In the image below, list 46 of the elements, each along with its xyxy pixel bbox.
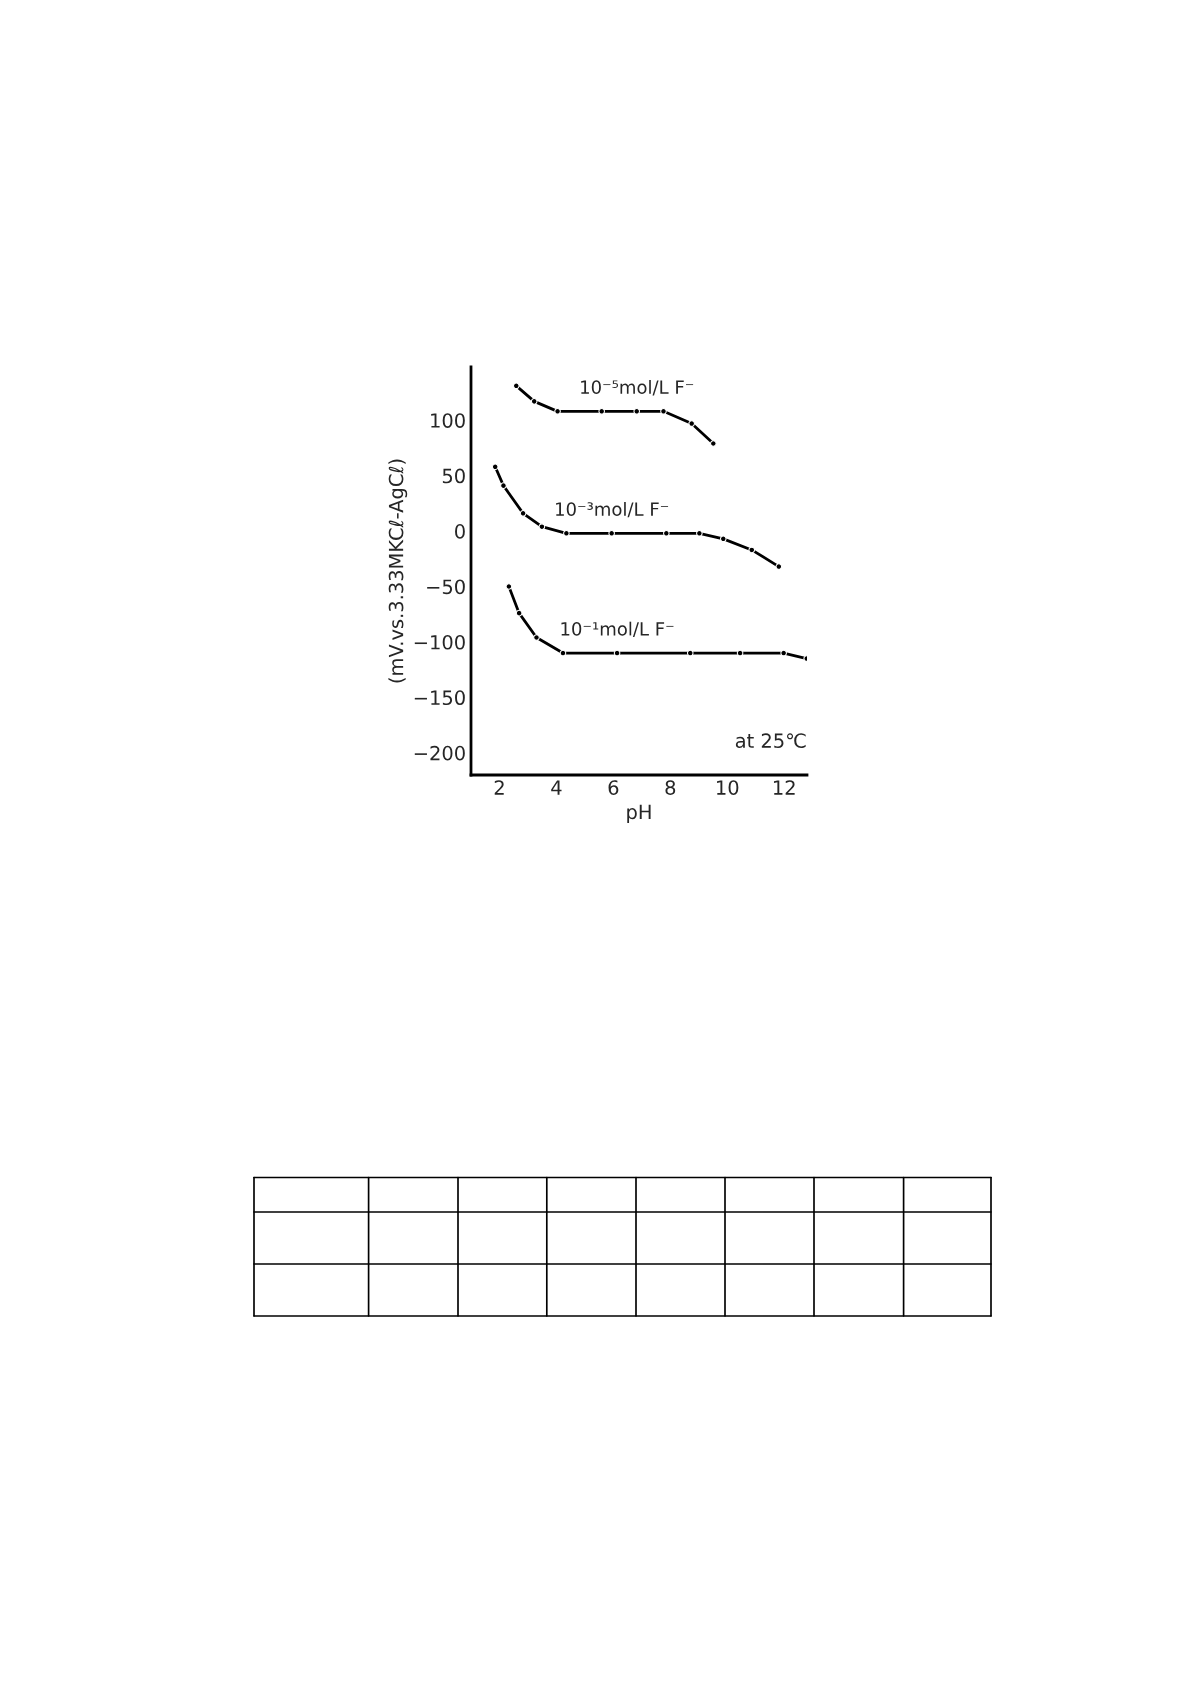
point [686,649,694,657]
point [519,510,527,517]
point [559,649,567,657]
point [563,530,570,537]
point [736,649,744,657]
point [554,408,561,415]
point [748,546,756,554]
x-axis-title: pH [627,804,651,824]
point [530,398,538,405]
point [633,408,641,415]
y-tick-label: −150 [414,690,465,706]
point [663,530,670,537]
point [533,634,540,641]
y-axis-title: (mV.vs.3.33MKCℓ-AgCℓ) [388,459,408,683]
y-tick-label: −100 [414,634,465,650]
series-label: 10⁻³mol/L F⁻ [556,501,669,518]
point [505,583,513,590]
x-tick-label: 8 [665,780,676,795]
y-tick-label: 0 [455,524,465,539]
point [780,649,787,657]
point [538,523,546,530]
x-tick-label: 6 [608,780,619,795]
point [688,420,695,427]
point [598,408,605,415]
y-tick-label: 50 [442,468,465,484]
point [660,408,667,415]
point [696,530,703,537]
point [500,482,507,489]
point [512,382,520,390]
point [775,563,783,570]
y-tick-label: −50 [427,579,465,595]
x-tick-label: 12 [773,780,795,795]
y-tick-label: −200 [414,745,465,761]
point [515,609,523,617]
series-label: 10⁻¹mol/L F⁻ [561,621,674,638]
x-tick-label: 10 [717,780,739,795]
y-tick-label: 100 [431,413,465,428]
point [608,530,615,537]
series-label: 10⁻⁵mol/L F⁻ [581,379,694,396]
point [613,649,621,657]
x-tick-label: 4 [551,780,562,795]
annotation: at 25℃ [735,733,806,748]
point [491,463,499,471]
point [719,535,727,543]
point [710,440,717,447]
x-tick-label: 2 [494,780,504,795]
